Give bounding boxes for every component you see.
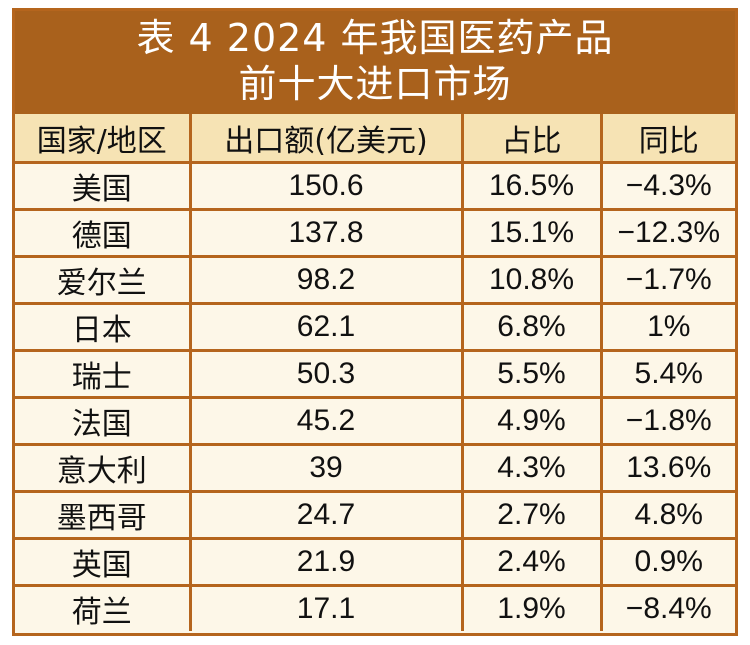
cell-amount: 50.3 (190, 350, 464, 399)
cell-yoy: 1% (601, 303, 735, 352)
cell-share: 16.5% (462, 162, 603, 211)
cell-region: 墨西哥 (15, 491, 192, 540)
table-title: 表 4 2024 年我国医药产品 前十大进口市场 (15, 11, 735, 114)
cell-amount: 39 (190, 444, 464, 493)
import-markets-table: 国家/地区 出口额(亿美元) 占比 同比 美国 150.6 16.5% −4.3% 德国… (15, 114, 735, 631)
cell-amount: 62.1 (190, 303, 464, 352)
table-row: 意大利 39 4.3% 13.6% (15, 444, 735, 493)
cell-region: 荷兰 (15, 585, 192, 631)
cell-yoy: 0.9% (601, 538, 735, 587)
cell-amount: 24.7 (190, 491, 464, 540)
cell-yoy: −8.4% (625, 592, 712, 625)
cell-share: 2.7% (462, 491, 603, 540)
cell-yoy: −1.8% (601, 397, 735, 446)
cell-region: 法国 (15, 397, 192, 446)
cell-yoy: −1.7% (601, 256, 735, 305)
table-row: 法国 45.2 4.9% −1.8% (15, 397, 735, 446)
cell-region: 美国 (15, 162, 192, 211)
table-row: 日本 62.1 6.8% 1% (15, 303, 735, 352)
cell-share: 15.1% (462, 209, 603, 258)
cell-region: 日本 (15, 303, 192, 352)
cell-region: 爱尔兰 (15, 256, 192, 305)
cell-yoy: 13.6% (601, 444, 735, 493)
cell-amount: 21.9 (190, 538, 464, 587)
cell-yoy: 4.8% (601, 491, 735, 540)
table-row: 荷兰 17.1 1.9% −8.4% (15, 585, 735, 631)
table-row: 瑞士 50.3 5.5% 5.4% (15, 350, 735, 399)
table-row: 德国 137.8 15.1% −12.3% (15, 209, 735, 258)
header-yoy: 同比 (601, 114, 735, 164)
cell-amount: 137.8 (190, 209, 464, 258)
header-row: 国家/地区 出口额(亿美元) 占比 同比 (15, 114, 735, 164)
header-share: 占比 (462, 114, 603, 164)
header-region: 国家/地区 (15, 114, 192, 164)
cell-region: 德国 (15, 209, 192, 258)
cell-share: 10.8% (462, 256, 603, 305)
cell-share: 4.9% (462, 397, 603, 446)
cell-region: 英国 (15, 538, 192, 587)
table-row: 爱尔兰 98.2 10.8% −1.7% (15, 256, 735, 305)
cell-amount: 45.2 (190, 397, 464, 446)
cell-share: 5.5% (462, 350, 603, 399)
cell-yoy: 5.4% (601, 350, 735, 399)
title-line-1: 表 4 2024 年我国医药产品 (136, 16, 614, 60)
title-line-2: 前十大进口市场 (238, 62, 512, 106)
cell-share: 2.4% (462, 538, 603, 587)
cell-share: 1.9% (462, 585, 603, 631)
cell-share: 6.8% (462, 303, 603, 352)
cell-amount: 98.2 (190, 256, 464, 305)
table-card: 表 4 2024 年我国医药产品 前十大进口市场 国家/地区 出口额(亿美元) … (12, 8, 738, 636)
table-row: 英国 21.9 2.4% 0.9% (15, 538, 735, 587)
cell-region: 瑞士 (15, 350, 192, 399)
cell-region: 意大利 (15, 444, 192, 493)
table-row: 墨西哥 24.7 2.7% 4.8% (15, 491, 735, 540)
header-amount: 出口额(亿美元) (190, 114, 464, 164)
cell-amount: 150.6 (190, 162, 464, 211)
cell-yoy: −4.3% (601, 162, 735, 211)
table-row: 美国 150.6 16.5% −4.3% (15, 162, 735, 211)
cell-share: 4.3% (462, 444, 603, 493)
cell-yoy: −12.3% (601, 209, 735, 258)
cell-amount: 17.1 (190, 585, 464, 631)
